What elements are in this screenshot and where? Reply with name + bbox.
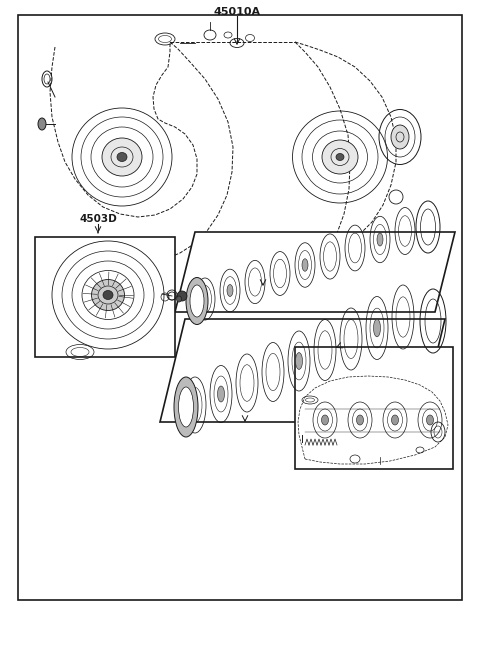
- Ellipse shape: [190, 285, 204, 317]
- Ellipse shape: [322, 140, 358, 174]
- Ellipse shape: [391, 125, 409, 149]
- Ellipse shape: [227, 284, 233, 296]
- Ellipse shape: [177, 296, 181, 302]
- Ellipse shape: [38, 118, 46, 130]
- Ellipse shape: [392, 415, 398, 425]
- Ellipse shape: [296, 353, 302, 369]
- Ellipse shape: [373, 319, 381, 337]
- Ellipse shape: [179, 387, 193, 427]
- Ellipse shape: [217, 386, 225, 402]
- Text: 4503D: 4503D: [79, 214, 117, 224]
- Ellipse shape: [186, 277, 208, 325]
- Ellipse shape: [102, 138, 142, 176]
- Ellipse shape: [377, 233, 383, 246]
- Ellipse shape: [357, 415, 363, 425]
- Ellipse shape: [302, 259, 308, 271]
- Bar: [35, 237, 175, 357]
- Ellipse shape: [117, 152, 127, 162]
- Ellipse shape: [103, 290, 113, 300]
- Ellipse shape: [177, 291, 187, 301]
- Bar: [295, 347, 453, 469]
- Polygon shape: [175, 232, 455, 312]
- Text: 45010A: 45010A: [214, 7, 261, 17]
- Polygon shape: [160, 319, 445, 422]
- Ellipse shape: [174, 377, 198, 437]
- Ellipse shape: [336, 154, 344, 160]
- Text: 45050: 45050: [355, 332, 391, 342]
- Bar: [18, 15, 462, 600]
- Text: 45040: 45040: [263, 262, 300, 272]
- Text: 45060: 45060: [227, 397, 263, 407]
- Ellipse shape: [427, 415, 433, 425]
- Ellipse shape: [322, 415, 328, 425]
- Ellipse shape: [92, 279, 124, 311]
